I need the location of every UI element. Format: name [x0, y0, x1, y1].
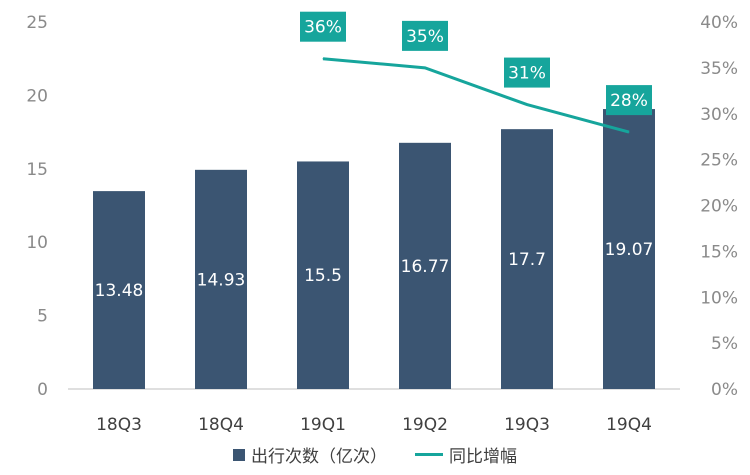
category-label: 18Q4: [198, 415, 244, 435]
left-tick-label: 0: [37, 380, 48, 400]
legend-line-swatch: [415, 453, 443, 456]
line-point: [424, 67, 426, 69]
right-tick-label: 40%: [700, 13, 738, 33]
bar-value-label: 15.5: [304, 266, 342, 286]
bar-value-label: 14.93: [197, 270, 246, 290]
category-label: 19Q1: [300, 415, 346, 435]
category-labels: 18Q3 18Q4 19Q1 19Q2 19Q3 19Q4: [96, 415, 652, 435]
left-tick-label: 5: [37, 307, 48, 327]
bar-series: 13.48 14.93 15.5 16.77 17.7 19.07: [93, 109, 655, 389]
right-tick-label: 35%: [700, 59, 738, 79]
left-tick-label: 25: [26, 13, 48, 33]
left-tick-label: 20: [26, 86, 48, 106]
right-tick-label: 5%: [711, 334, 738, 354]
right-tick-label: 10%: [700, 288, 738, 308]
bar: [297, 161, 349, 389]
right-tick-label: 0%: [711, 380, 738, 400]
line-value-label: 35%: [406, 27, 444, 47]
line-value-label: 31%: [508, 64, 546, 84]
bar-value-label: 17.7: [508, 250, 546, 270]
legend-bar-swatch: [233, 448, 245, 461]
legend-line-label: 同比增幅: [449, 447, 517, 467]
bar: [399, 142, 451, 389]
left-tick-label: 15: [26, 160, 48, 180]
category-label: 19Q4: [606, 415, 652, 435]
legend-item-line: 同比增幅: [415, 442, 517, 467]
legend-bar-label: 出行次数（亿次）: [251, 447, 387, 467]
bar-value-label: 13.48: [95, 281, 144, 301]
line-value-label: 28%: [610, 91, 648, 111]
line-value-box: [300, 11, 346, 42]
category-label: 19Q2: [402, 415, 448, 435]
line-series: 36% 35% 31% 28%: [300, 11, 652, 134]
legend: 出行次数（亿次） 同比增幅: [0, 442, 750, 467]
bar-value-label: 19.07: [605, 240, 654, 260]
right-tick-label: 15%: [700, 242, 738, 262]
left-axis-ticks: 0 5 10 15 20 25: [26, 13, 48, 400]
line-value-box: [402, 20, 448, 51]
line-point: [526, 104, 528, 106]
bar: [501, 129, 553, 389]
bar: [603, 109, 655, 389]
bar: [93, 191, 145, 389]
line-point: [628, 131, 630, 133]
right-tick-label: 20%: [700, 197, 738, 217]
right-axis-ticks: 0% 5% 10% 15% 20% 25% 30% 35% 40%: [700, 13, 738, 400]
category-label: 18Q3: [96, 415, 142, 435]
left-tick-label: 10: [26, 233, 48, 253]
bar: [195, 169, 247, 389]
right-tick-label: 30%: [700, 105, 738, 125]
legend-item-bar: 出行次数（亿次）: [233, 442, 387, 467]
right-tick-label: 25%: [700, 151, 738, 171]
line-value-box: [606, 85, 652, 116]
line-value-label: 36%: [304, 18, 342, 38]
line-point: [322, 58, 324, 60]
line-value-box: [504, 57, 550, 88]
bar-value-label: 16.77: [401, 257, 450, 277]
growth-line: [322, 57, 630, 134]
category-label: 19Q3: [504, 415, 550, 435]
